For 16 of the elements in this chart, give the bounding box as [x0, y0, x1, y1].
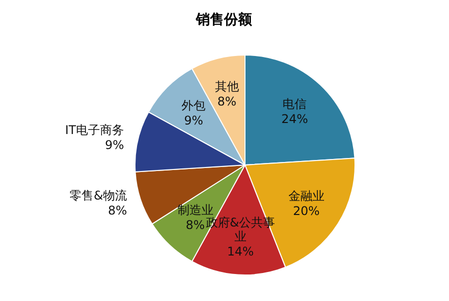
data-label: 8% [108, 203, 128, 218]
data-label: 8% [217, 94, 236, 109]
slice-label: 电信 [282, 97, 307, 112]
data-label: 9% [184, 114, 204, 128]
data-label: 20% [292, 204, 320, 218]
slice-label: 金融业 [288, 188, 324, 203]
slice-label: IT电子商务 [65, 122, 124, 137]
slice-label: 制造业 [177, 202, 214, 217]
data-label: 9% [104, 138, 124, 152]
slice-label: 零售&物流 [70, 188, 128, 202]
data-label: 24% [281, 112, 308, 126]
data-label: 14% [227, 244, 254, 258]
chart-title: 销售份额 [195, 11, 253, 28]
slice-label: 外包 [182, 98, 206, 113]
data-label: 8% [186, 218, 205, 232]
slice-label: 其他 [214, 80, 239, 94]
